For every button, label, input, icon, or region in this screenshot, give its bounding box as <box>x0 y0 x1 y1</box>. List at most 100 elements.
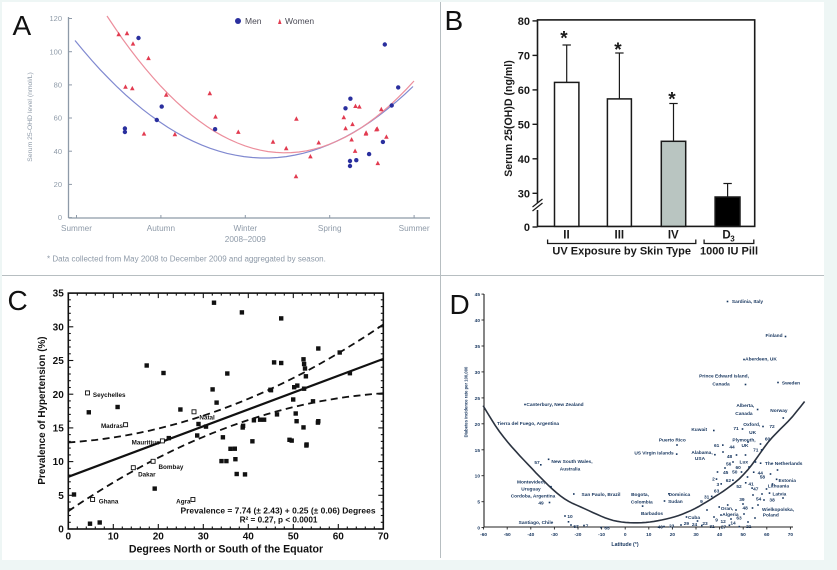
svg-text:Tierra del Fuego, Argentina: Tierra del Fuego, Argentina <box>497 421 559 427</box>
svg-text:Bogota,: Bogota, <box>631 492 650 498</box>
svg-text:Madras: Madras <box>101 423 124 430</box>
svg-text:70: 70 <box>518 50 530 62</box>
svg-text:Alberta,: Alberta, <box>736 403 755 409</box>
svg-text:54: 54 <box>756 496 762 502</box>
svg-text:Bombay: Bombay <box>159 464 184 471</box>
svg-text:US Virgin Islands: US Virgin Islands <box>634 451 674 457</box>
svg-text:80: 80 <box>518 16 530 28</box>
svg-text:Latvia: Latvia <box>772 492 786 498</box>
svg-text:USA: USA <box>695 456 706 462</box>
svg-text:Finland: Finland <box>765 333 782 339</box>
svg-text:48: 48 <box>727 454 733 460</box>
svg-text:Wielkopolska,: Wielkopolska, <box>762 507 795 513</box>
svg-text:Summer: Summer <box>61 224 92 233</box>
svg-text:Serum 25-OHD level (nmol/L): Serum 25-OHD level (nmol/L) <box>27 72 34 162</box>
svg-text:Prevalence = 7.74 (± 2.43): Prevalence = 7.74 (± 2.43) + 0.25 (± 0.0… <box>181 506 376 516</box>
svg-text:0: 0 <box>66 532 72 543</box>
svg-text:20: 20 <box>153 532 165 543</box>
svg-text:Cordoba, Argentina: Cordoba, Argentina <box>511 494 556 500</box>
svg-text:Dominica: Dominica <box>669 492 691 498</box>
svg-text:30: 30 <box>475 370 481 376</box>
svg-text:Lux: Lux <box>740 460 749 466</box>
svg-text:5: 5 <box>58 491 64 502</box>
svg-text:71: 71 <box>733 426 739 432</box>
svg-text:2: 2 <box>712 476 715 482</box>
svg-text:24: 24 <box>692 522 698 528</box>
svg-text:30: 30 <box>693 532 699 538</box>
svg-text:Canterbury, New Zealand: Canterbury, New Zealand <box>526 402 583 408</box>
svg-text:*: * <box>668 90 676 111</box>
svg-text:30: 30 <box>53 322 65 333</box>
svg-text:Summer: Summer <box>399 224 430 233</box>
svg-text:15: 15 <box>475 448 481 454</box>
svg-text:Australia: Australia <box>560 467 581 473</box>
svg-text:45: 45 <box>475 292 481 298</box>
svg-text:Lithuania: Lithuania <box>768 484 790 490</box>
svg-text:41: 41 <box>748 481 754 487</box>
svg-text:38: 38 <box>769 498 775 504</box>
svg-text:0: 0 <box>58 213 62 222</box>
svg-text:71: 71 <box>753 448 759 454</box>
svg-text:9: 9 <box>700 499 703 505</box>
svg-text:48: 48 <box>743 506 749 512</box>
svg-text:Seychelles: Seychelles <box>93 392 126 399</box>
svg-text:The Netherlands: The Netherlands <box>765 461 803 467</box>
svg-text:10: 10 <box>53 457 65 468</box>
svg-text:72: 72 <box>769 424 775 430</box>
svg-text:10: 10 <box>567 514 573 520</box>
svg-text:31: 31 <box>704 494 710 500</box>
svg-text:Sweden: Sweden <box>782 381 800 387</box>
svg-text:20: 20 <box>670 532 676 538</box>
svg-text:7: 7 <box>586 523 589 529</box>
svg-text:Latitude (°): Latitude (°) <box>611 542 638 548</box>
svg-text:-20: -20 <box>575 532 582 538</box>
svg-text:Canada: Canada <box>735 411 753 417</box>
svg-text:20: 20 <box>475 422 481 428</box>
svg-text:UV Exposure by Skin Type: UV Exposure by Skin Type <box>552 246 691 258</box>
svg-text:Women: Women <box>285 16 314 26</box>
svg-text:30: 30 <box>518 188 530 200</box>
svg-text:Estonia: Estonia <box>779 478 797 484</box>
svg-text:0: 0 <box>624 532 627 538</box>
svg-text:40: 40 <box>518 154 530 166</box>
svg-text:23: 23 <box>702 521 708 527</box>
svg-text:-10: -10 <box>598 532 605 538</box>
svg-text:-50: -50 <box>504 532 511 538</box>
svg-text:39: 39 <box>739 497 745 503</box>
svg-text:50: 50 <box>732 470 738 476</box>
svg-text:San Paulo, Brazil: San Paulo, Brazil <box>582 492 621 498</box>
svg-text:Kuwait: Kuwait <box>691 427 707 433</box>
svg-text:-60: -60 <box>480 532 487 538</box>
svg-text:60: 60 <box>765 437 771 443</box>
svg-text:Mauritius: Mauritius <box>132 440 160 447</box>
svg-text:Ghana: Ghana <box>99 498 119 505</box>
svg-text:35: 35 <box>475 344 481 350</box>
svg-text:52: 52 <box>736 484 742 490</box>
svg-text:Spring: Spring <box>318 224 342 233</box>
svg-text:1000 IU Pill: 1000 IU Pill <box>700 246 758 258</box>
svg-text:Dakar: Dakar <box>138 472 156 479</box>
svg-text:Oran,: Oran, <box>721 506 734 512</box>
svg-text:65: 65 <box>604 526 610 532</box>
svg-text:Agra: Agra <box>176 499 191 506</box>
svg-text:Montevideo,: Montevideo, <box>517 480 546 486</box>
svg-text:56: 56 <box>726 461 732 467</box>
svg-text:R² = 0.27, p < 0.0001: R² = 0.27, p < 0.0001 <box>240 515 318 524</box>
svg-text:60: 60 <box>54 114 62 123</box>
svg-text:-30: -30 <box>551 532 558 538</box>
svg-text:Poland: Poland <box>763 513 779 519</box>
svg-text:60: 60 <box>518 85 530 97</box>
svg-text:10: 10 <box>108 532 120 543</box>
svg-text:15: 15 <box>53 424 65 435</box>
svg-text:10: 10 <box>646 532 652 538</box>
svg-text:50: 50 <box>741 532 747 538</box>
svg-text:40: 40 <box>243 532 255 543</box>
svg-text:70: 70 <box>378 532 390 543</box>
svg-text:58: 58 <box>760 474 766 480</box>
svg-text:60: 60 <box>333 532 345 543</box>
svg-text:9: 9 <box>715 517 718 523</box>
svg-text:60: 60 <box>764 532 770 538</box>
svg-text:31: 31 <box>709 524 715 530</box>
svg-text:100: 100 <box>49 47 62 56</box>
svg-text:IV: IV <box>668 230 679 242</box>
